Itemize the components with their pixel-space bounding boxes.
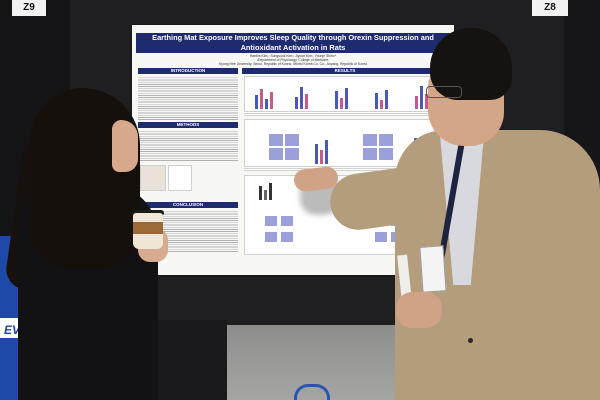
figure-bar — [425, 94, 428, 109]
blazer-button — [468, 338, 473, 343]
figure-bar — [295, 97, 298, 109]
figure-bar — [264, 190, 267, 200]
heatmap-panel — [363, 134, 377, 146]
figure-bar — [265, 99, 268, 109]
figure-bar — [420, 86, 423, 109]
heatmap-panel — [375, 232, 387, 242]
name-badge — [419, 245, 447, 293]
heatmap-panel — [363, 148, 377, 160]
glasses-icon — [426, 86, 462, 98]
woman-face — [112, 120, 138, 172]
section-header-results: RESULTS — [242, 68, 448, 74]
poster-title-line1: Earthing Mat Exposure Improves Sleep Qua… — [152, 33, 434, 42]
figure-bar — [259, 186, 262, 200]
methods-photo — [140, 165, 166, 191]
figure-bar — [305, 94, 308, 109]
man-left-hand — [396, 292, 442, 328]
blue-chair-frame — [294, 384, 330, 400]
heatmap-panel — [281, 232, 293, 242]
heatmap-panel — [265, 232, 277, 242]
figure-bar — [340, 98, 343, 109]
introduction-text — [138, 76, 238, 120]
heatmap-panel — [379, 134, 393, 146]
heatmap-panel — [285, 148, 299, 160]
figure-bar — [380, 100, 383, 109]
figure-bar — [270, 92, 273, 109]
figure-bar — [415, 96, 418, 109]
booth-number-right: Z8 — [532, 0, 568, 16]
figure-bar — [269, 183, 272, 200]
heatmap-panel — [379, 148, 393, 160]
figure-bar — [325, 140, 328, 164]
heatmap-panel — [269, 134, 283, 146]
poster-authors-names: Hanbin Kim¹, Sungsook Kim², Jiyoon Kim¹,… — [249, 54, 337, 58]
figure-bar — [315, 144, 318, 164]
poster-affiliation-1: ¹Department of Physiology, College of Me… — [256, 58, 330, 62]
results-figure-1 — [244, 76, 446, 112]
figure-bar — [335, 91, 338, 109]
figure-caption — [244, 167, 444, 171]
heatmap-panel — [269, 148, 283, 160]
booth-number-left: Z9 — [12, 0, 46, 16]
methods-text — [138, 130, 238, 162]
methods-legend-note — [194, 172, 228, 177]
coffee-cup-sleeve — [133, 222, 163, 234]
heatmap-panel — [281, 216, 293, 226]
figure-bar — [320, 150, 323, 164]
section-header-methods: METHODS — [138, 122, 238, 128]
figure-bar — [345, 88, 348, 109]
poster-title-line2: Antioxidant Activation in Rats — [240, 42, 346, 52]
poster-authors: Hanbin Kim¹, Sungsook Kim², Jiyoon Kim¹,… — [162, 54, 424, 66]
figure-caption — [244, 112, 444, 116]
figure-bar — [255, 95, 258, 109]
poster-affiliation-2: Kyung Hee University, Seoul, Republic of… — [218, 62, 367, 66]
background-person-legs — [157, 320, 227, 400]
figure-bar — [385, 90, 388, 109]
figure-bar — [375, 93, 378, 109]
heatmap-panel — [285, 134, 299, 146]
heatmap-panel — [265, 216, 277, 226]
poster-title: Earthing Mat Exposure Improves Sleep Qua… — [136, 33, 450, 53]
figure-bar — [300, 87, 303, 109]
methods-diagram — [168, 165, 192, 191]
section-header-conclusion: CONCLUSION — [138, 202, 238, 208]
woman-hair — [30, 88, 140, 268]
figure-bar — [260, 89, 263, 109]
man-hair — [430, 28, 512, 100]
section-header-introduction: INTRODUCTION — [138, 68, 238, 74]
